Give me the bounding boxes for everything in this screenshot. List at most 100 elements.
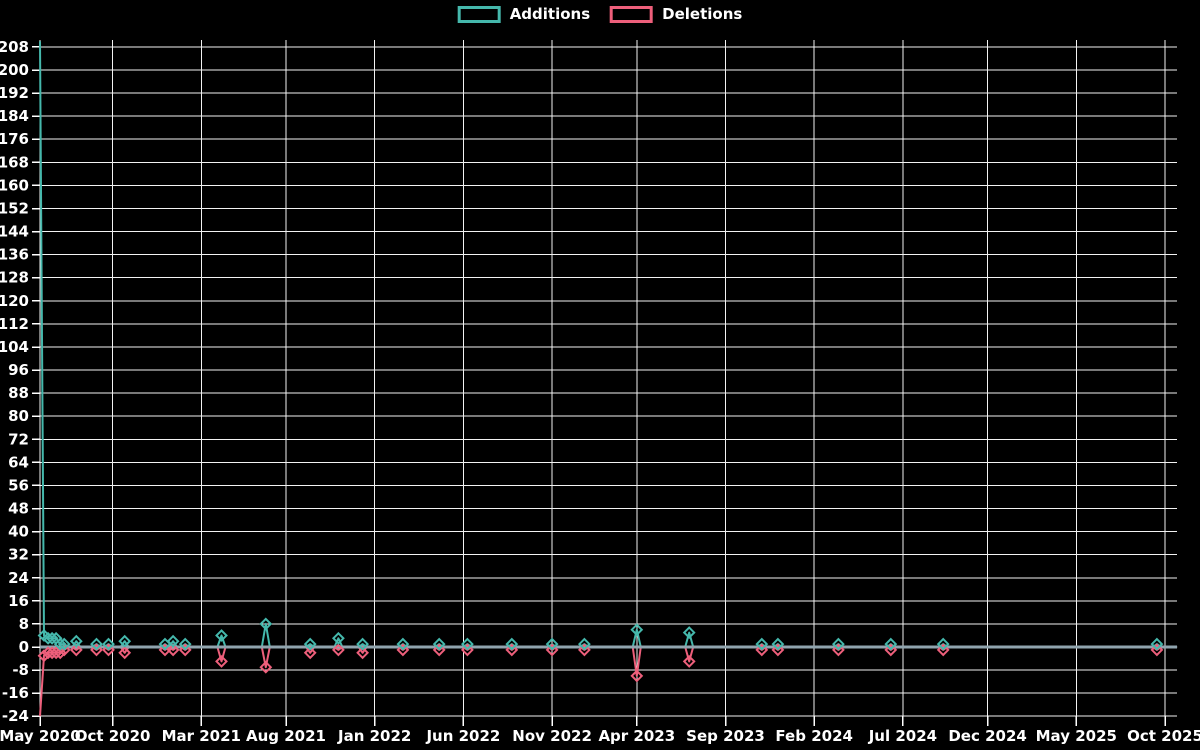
x-axis-label: Apr 2023 xyxy=(598,727,675,745)
x-axis-label: May 2025 xyxy=(1036,727,1117,745)
additions-marker xyxy=(57,637,71,651)
y-axis-label: 200 xyxy=(0,61,29,79)
additions-marker xyxy=(630,623,644,637)
y-axis-label: 184 xyxy=(0,107,29,125)
deletions-marker xyxy=(331,643,345,657)
x-axis-label: Aug 2021 xyxy=(246,727,326,745)
deletions-marker xyxy=(460,643,474,657)
y-axis-label: 72 xyxy=(8,430,29,448)
x-axis-label: Sep 2023 xyxy=(686,727,765,745)
deletions-marker xyxy=(936,643,950,657)
deletions-marker xyxy=(90,643,103,657)
additions-swatch-icon xyxy=(457,6,501,23)
deletions-marker xyxy=(102,643,115,657)
x-axis-label: Oct 2025 xyxy=(1127,727,1200,745)
deletions-marker xyxy=(158,643,172,657)
deletions-marker xyxy=(755,643,769,657)
additions-marker xyxy=(53,637,67,651)
additions-marker xyxy=(215,629,228,642)
y-axis-label: 104 xyxy=(0,338,29,356)
additions-marker xyxy=(166,634,180,648)
deletions-marker xyxy=(69,643,83,657)
additions-line xyxy=(39,41,1178,648)
y-axis-labels: -24 -16 -8 0 8 16 24 32 40 48 56 64 72 80 88 96 104 112 12… xyxy=(0,38,29,725)
deletions-marker xyxy=(771,643,785,657)
x-axis-label: May 2020 xyxy=(0,727,81,745)
additions-marker xyxy=(771,637,785,651)
y-axis-label: -8 xyxy=(12,661,29,679)
deletions-marker xyxy=(884,643,898,657)
additions-marker xyxy=(259,617,273,631)
y-axis-label: 96 xyxy=(8,361,29,379)
deletions-marker xyxy=(505,643,519,657)
deletions-marker xyxy=(166,643,180,657)
axis-ticks xyxy=(32,46,1166,726)
deletions-marker xyxy=(432,643,446,657)
additions-marker xyxy=(102,637,115,651)
additions-marker xyxy=(682,626,696,640)
y-axis-label: 208 xyxy=(0,38,29,56)
x-axis-label: Dec 2024 xyxy=(948,727,1027,745)
deletions-marker xyxy=(118,646,132,660)
additions-marker xyxy=(396,637,410,651)
legend-deletions-label: Deletions xyxy=(662,5,743,23)
deletions-marker xyxy=(259,660,273,674)
y-axis-label: 0 xyxy=(19,638,29,656)
additions-marker xyxy=(90,637,103,651)
deletions-marker xyxy=(682,654,696,668)
x-axis-label: Jan 2022 xyxy=(337,727,411,745)
x-axis-label: Jul 2024 xyxy=(868,727,937,745)
deletions-marker xyxy=(545,643,559,657)
deletions-marker xyxy=(1150,643,1164,657)
deletions-marker xyxy=(356,646,370,660)
deletions-swatch-icon xyxy=(610,6,654,23)
additions-marker xyxy=(432,637,446,651)
deletions-marker xyxy=(215,654,228,668)
x-axis-label: Oct 2020 xyxy=(75,727,151,745)
deletions-marker xyxy=(577,643,591,657)
additions-marker xyxy=(178,637,192,651)
additions-markers xyxy=(37,617,1164,651)
y-axis-label: 112 xyxy=(0,315,29,333)
x-axis-label: Nov 2022 xyxy=(512,727,592,745)
y-axis-label: 40 xyxy=(8,523,29,541)
y-axis-label: 160 xyxy=(0,176,29,194)
y-axis-label: 48 xyxy=(8,500,29,518)
additions-marker xyxy=(831,637,845,651)
y-axis-label: 120 xyxy=(0,292,29,310)
y-axis-label: 8 xyxy=(19,615,29,633)
additions-marker xyxy=(936,637,950,651)
legend-item-additions[interactable]: Additions xyxy=(457,6,590,23)
y-axis-label: 152 xyxy=(0,200,29,218)
y-axis-label: -24 xyxy=(2,707,29,725)
y-axis-label: 64 xyxy=(8,453,29,471)
deletions-marker xyxy=(396,643,410,657)
y-axis-label: 16 xyxy=(8,592,29,610)
y-axis-label: 176 xyxy=(0,130,29,148)
additions-marker xyxy=(505,637,519,651)
additions-marker xyxy=(1150,637,1164,651)
legend-item-deletions[interactable]: Deletions xyxy=(610,6,742,23)
x-axis-label: Jun 2022 xyxy=(425,727,500,745)
y-axis-label: 144 xyxy=(0,223,29,241)
additions-marker xyxy=(303,637,317,651)
additions-marker xyxy=(577,637,591,651)
y-axis-label: 192 xyxy=(0,84,29,102)
y-axis-label: 128 xyxy=(0,269,29,287)
gridlines xyxy=(39,40,1177,717)
y-axis-label: 136 xyxy=(0,246,29,264)
additions-marker xyxy=(884,637,898,651)
chart-legend: Additions Deletions xyxy=(457,6,742,23)
additions-marker xyxy=(45,631,59,645)
y-axis-label: 56 xyxy=(8,476,29,494)
deletions-marker xyxy=(53,646,67,660)
deletions-markers xyxy=(37,643,1164,683)
y-axis-label: 80 xyxy=(8,407,29,425)
y-axis-label: 88 xyxy=(8,384,29,402)
deletions-marker xyxy=(303,646,317,660)
additions-marker xyxy=(331,631,345,645)
additions-marker xyxy=(69,634,83,648)
